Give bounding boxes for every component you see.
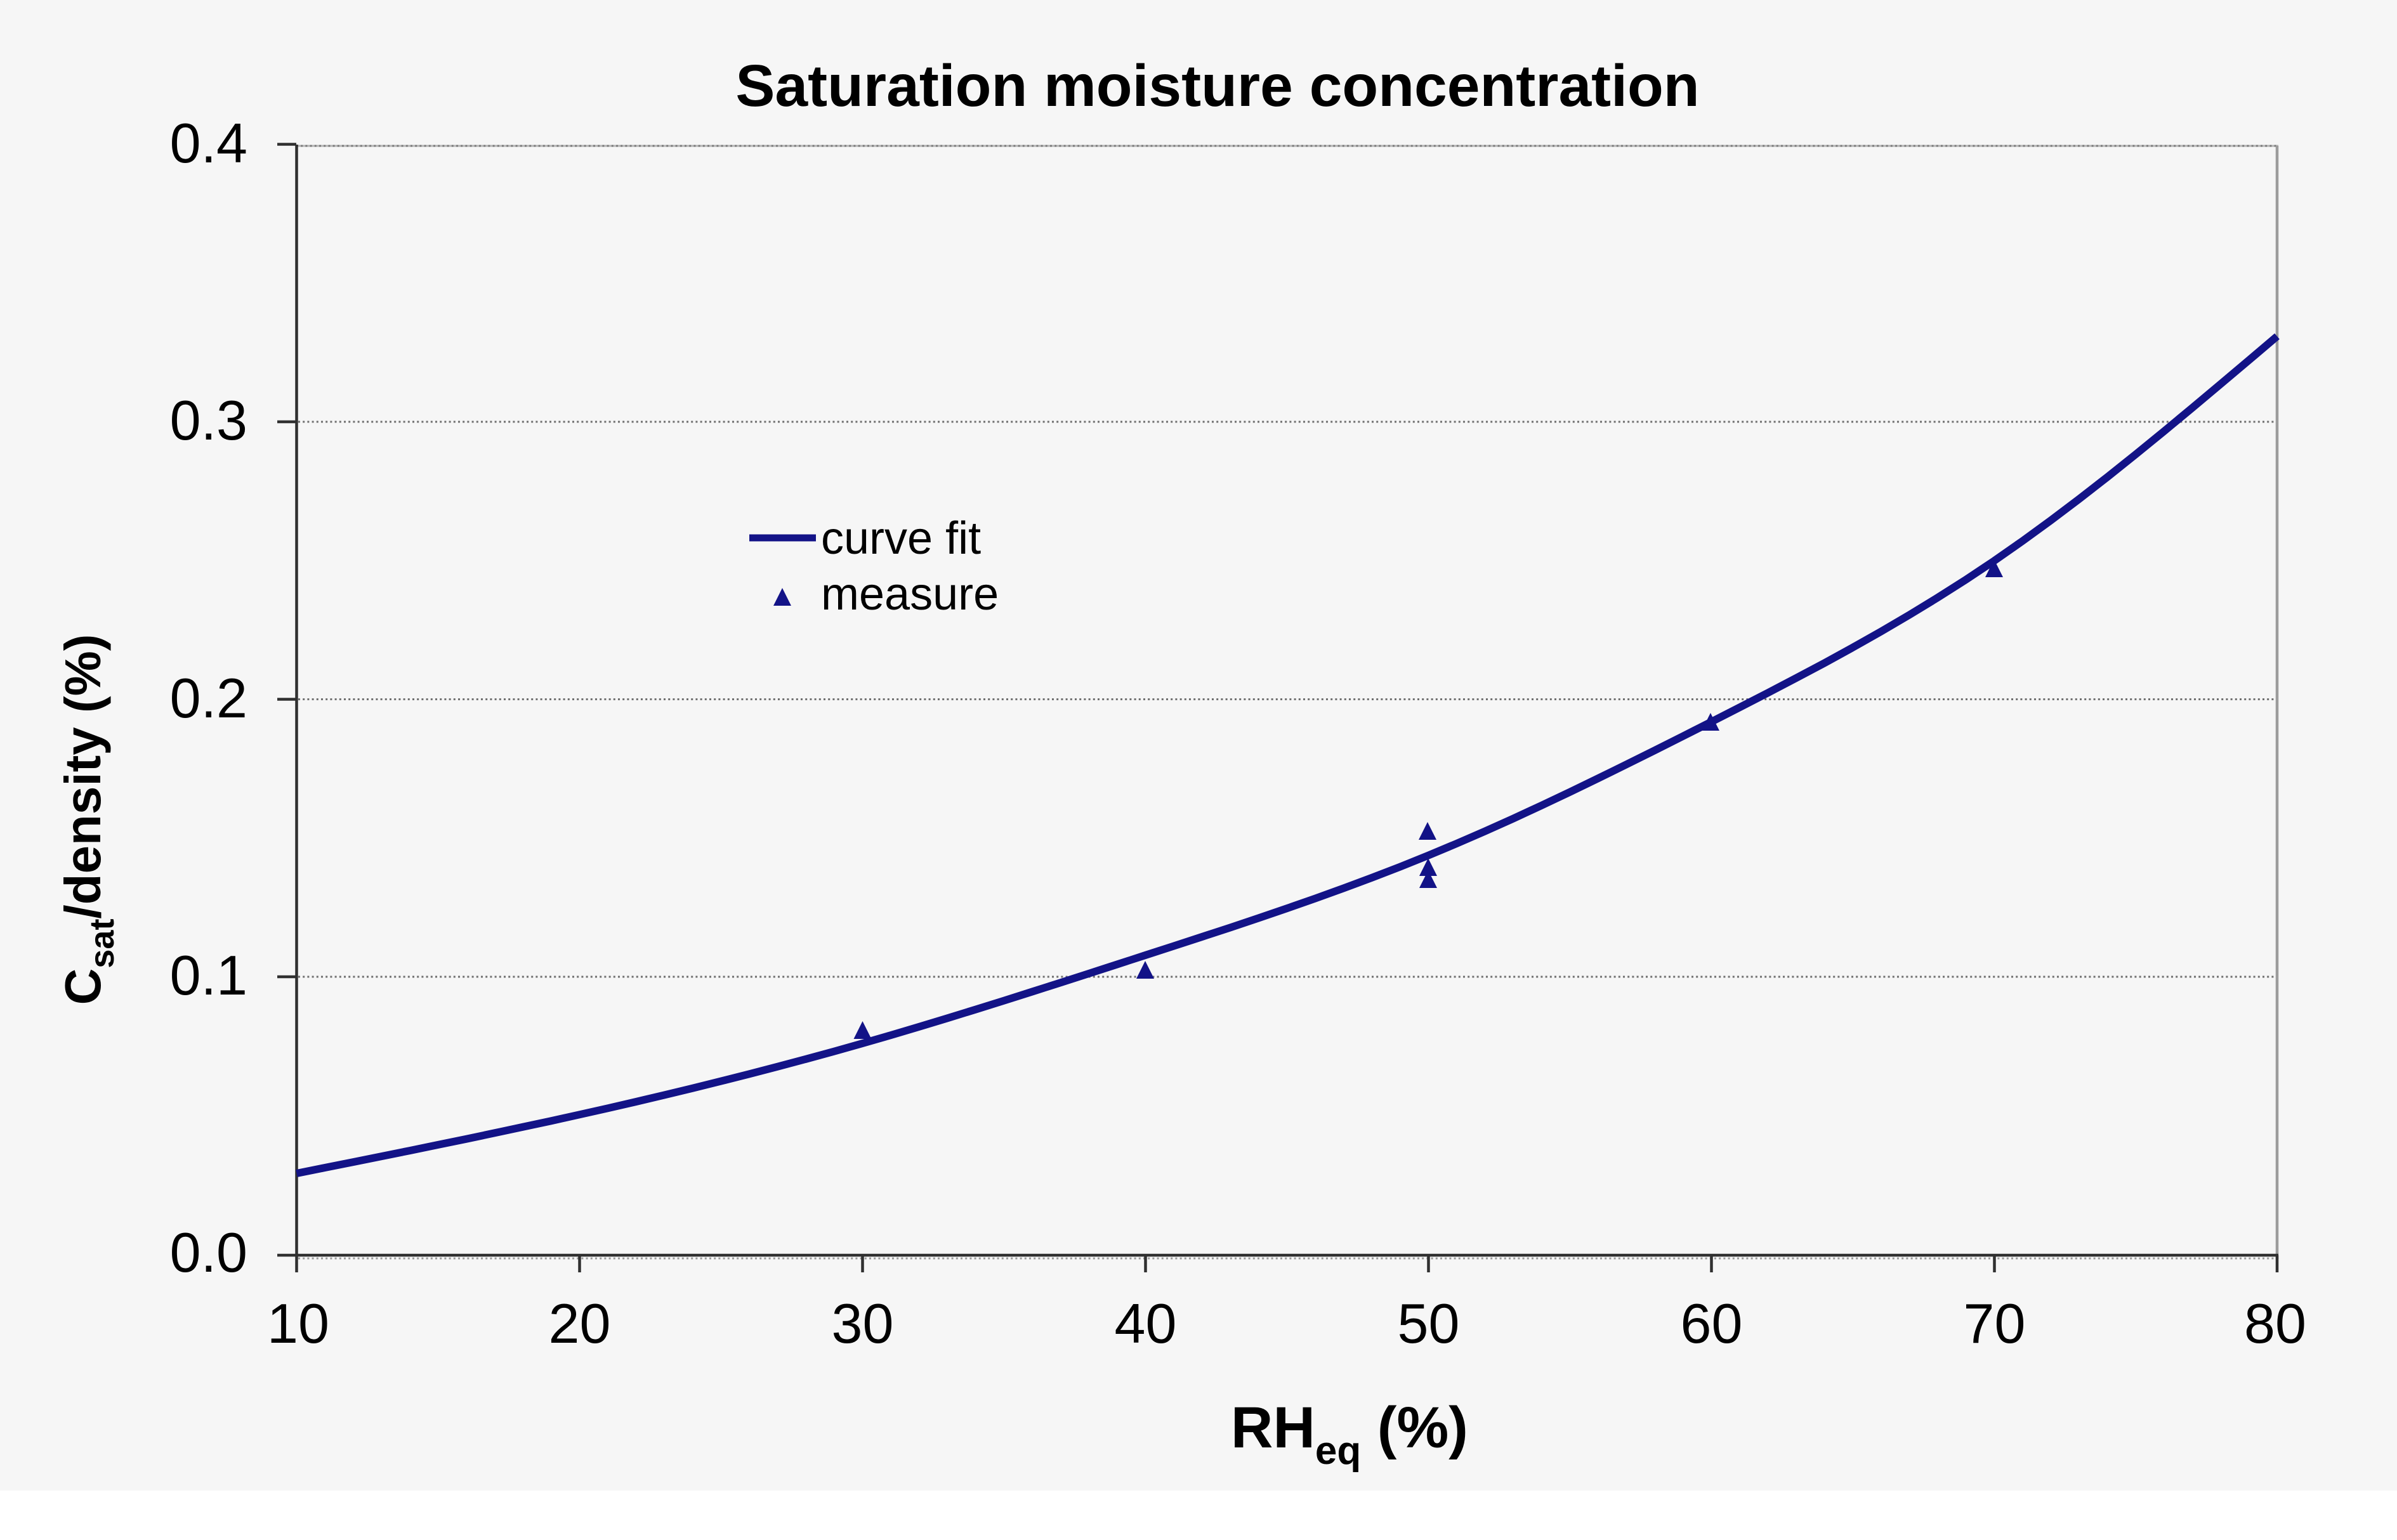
svg-text:20: 20 bbox=[549, 1292, 611, 1355]
svg-text:0.3: 0.3 bbox=[170, 389, 247, 452]
svg-text:0.1: 0.1 bbox=[170, 944, 247, 1007]
svg-text:measure: measure bbox=[821, 569, 999, 620]
svg-text:0.0: 0.0 bbox=[170, 1221, 247, 1284]
svg-text:30: 30 bbox=[832, 1292, 894, 1355]
svg-text:80: 80 bbox=[2244, 1292, 2306, 1355]
svg-text:Saturation moisture concentrat: Saturation moisture concentration bbox=[735, 53, 1699, 119]
svg-text:0.4: 0.4 bbox=[170, 112, 247, 174]
svg-text:60: 60 bbox=[1681, 1292, 1743, 1355]
svg-text:10: 10 bbox=[267, 1292, 329, 1355]
svg-text:curve fit: curve fit bbox=[821, 513, 981, 564]
svg-text:50: 50 bbox=[1398, 1292, 1460, 1355]
svg-text:40: 40 bbox=[1115, 1292, 1177, 1355]
svg-text:0.2: 0.2 bbox=[170, 667, 247, 729]
svg-text:70: 70 bbox=[1964, 1292, 2026, 1355]
